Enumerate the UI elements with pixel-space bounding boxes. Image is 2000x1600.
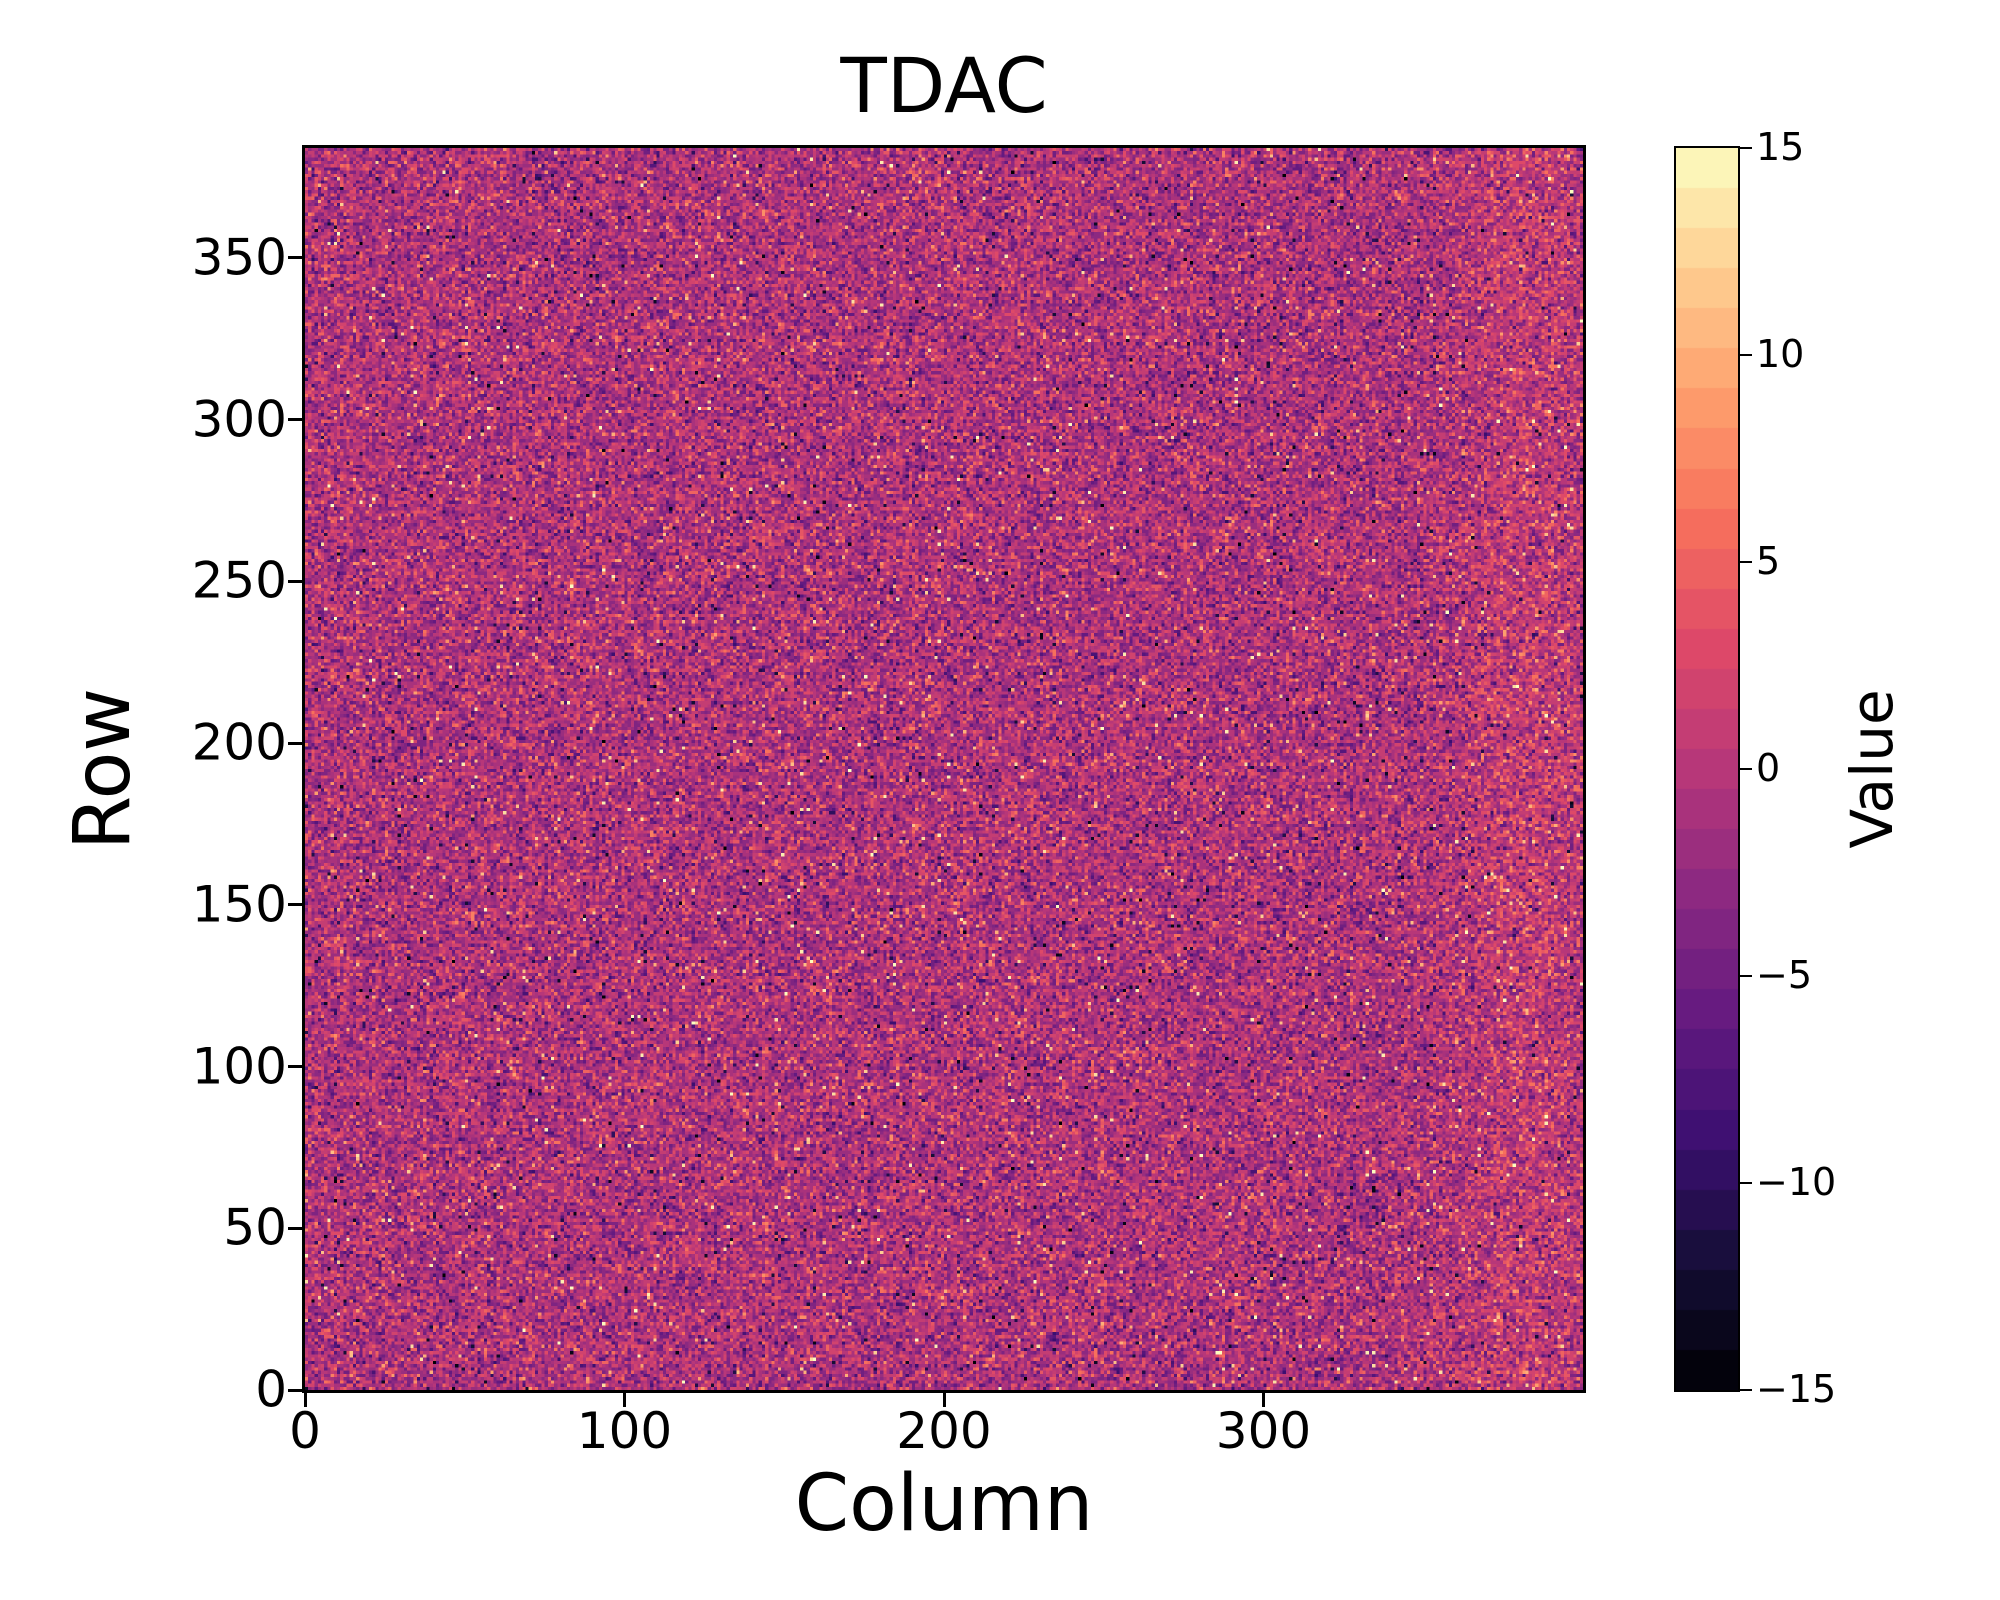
colorbar-tick-mark (1740, 1389, 1752, 1391)
y-tick-mark (288, 418, 302, 422)
y-tick-mark (288, 579, 302, 583)
colorbar-tick-label: −10 (1756, 1160, 1837, 1205)
x-tick-mark (303, 1393, 307, 1407)
colorbar-tick-mark (1740, 561, 1752, 563)
colorbar-tick-mark (1740, 1182, 1752, 1184)
y-tick-label: 150 (191, 875, 287, 934)
colorbar-tick-label: 5 (1756, 539, 1781, 584)
chart-title: TDAC (840, 41, 1048, 130)
colorbar-tick-label: 15 (1756, 125, 1805, 170)
colorbar-tick-mark (1740, 354, 1752, 356)
colorbar-tick-label: 10 (1756, 332, 1805, 377)
x-tick-label: 200 (896, 1402, 992, 1460)
colorbar-tick-mark (1740, 768, 1752, 770)
heatmap-canvas (305, 148, 1583, 1390)
y-tick-mark (288, 256, 302, 260)
y-tick-label: 0 (255, 1360, 287, 1419)
y-tick-label: 250 (191, 551, 287, 610)
x-tick-mark (942, 1393, 946, 1407)
x-tick-label: 100 (576, 1402, 673, 1460)
colorbar-canvas (1676, 148, 1738, 1390)
y-tick-mark (288, 741, 302, 745)
y-tick-mark (288, 1226, 302, 1230)
y-tick-mark (288, 1388, 302, 1392)
y-tick-mark (288, 1065, 302, 1069)
colorbar-tick-mark (1740, 147, 1752, 149)
colorbar-tick-label: −15 (1756, 1367, 1837, 1412)
x-tick-label: 0 (289, 1402, 321, 1460)
y-tick-label: 350 (191, 228, 287, 287)
colorbar-tick-mark (1740, 975, 1752, 977)
y-tick-mark (288, 903, 302, 907)
x-tick-label: 300 (1215, 1402, 1312, 1460)
x-tick-mark (623, 1393, 626, 1407)
x-axis-label: Column (794, 1459, 1094, 1549)
y-axis-label: Row (58, 687, 148, 851)
y-tick-label: 200 (191, 713, 287, 772)
colorbar-tick-label: 0 (1756, 746, 1781, 791)
y-tick-label: 50 (223, 1198, 287, 1257)
y-tick-label: 100 (191, 1037, 287, 1096)
colorbar-tick-label: −5 (1756, 953, 1813, 998)
y-tick-label: 300 (191, 390, 287, 449)
x-tick-mark (1262, 1393, 1265, 1407)
